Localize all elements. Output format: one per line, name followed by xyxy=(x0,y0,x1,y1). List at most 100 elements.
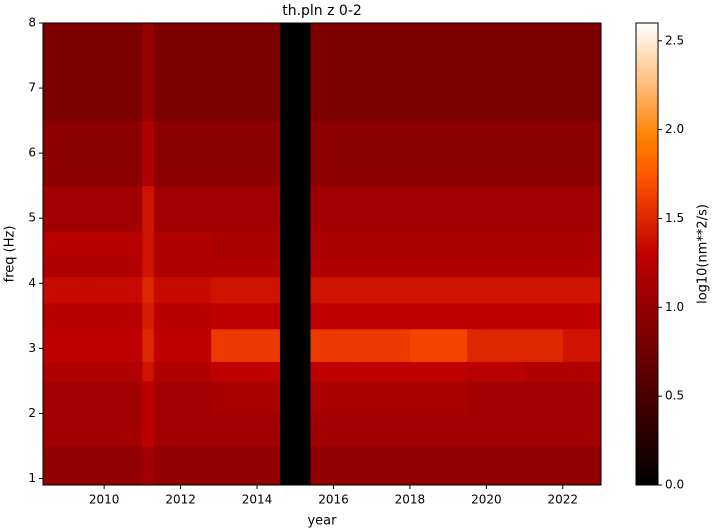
colorbar-tick-label: 0.5 xyxy=(665,389,684,403)
colorbar-swatch xyxy=(636,246,658,251)
colorbar-swatch xyxy=(636,381,658,386)
colorbar-tick-label: 2.5 xyxy=(665,33,684,47)
heatmap-cell xyxy=(562,23,602,122)
heatmap-cell xyxy=(279,276,312,304)
heatmap-cell xyxy=(279,257,312,278)
heatmap-cell xyxy=(211,380,239,414)
heatmap-cell xyxy=(153,120,212,187)
colorbar-swatch xyxy=(636,277,658,282)
heatmap-cell xyxy=(142,276,155,304)
colorbar-swatch xyxy=(636,280,658,286)
colorbar-swatch xyxy=(636,73,658,78)
colorbar-swatch xyxy=(636,350,658,355)
colorbar-swatch xyxy=(636,354,658,359)
heatmap-cell xyxy=(310,445,354,486)
heatmap-cell xyxy=(279,380,312,414)
heatmap-cell xyxy=(467,23,526,122)
heatmap-cell xyxy=(211,361,239,382)
colorbar-swatch xyxy=(636,342,658,347)
colorbar-swatch xyxy=(636,415,658,421)
colorbar-swatch xyxy=(636,80,658,86)
heatmap-cell xyxy=(562,328,602,362)
colorbar-swatch xyxy=(636,307,658,313)
heatmap-cell xyxy=(409,257,468,278)
colorbar-swatch xyxy=(636,423,658,428)
heatmap-cell xyxy=(237,231,281,258)
heatmap-cell xyxy=(237,276,281,304)
heatmap-cell xyxy=(123,185,143,232)
x-tick-label: 2022 xyxy=(548,493,579,507)
heatmap-cell xyxy=(524,23,564,122)
heatmap-cell xyxy=(409,185,468,232)
heatmap-cell xyxy=(153,328,212,362)
heatmap-cell xyxy=(153,413,212,447)
heatmap-cell xyxy=(43,23,86,122)
colorbar-swatch xyxy=(636,265,658,270)
heatmap-cell xyxy=(123,257,143,278)
colorbar-swatch xyxy=(636,311,658,317)
colorbar-tick-label: 0.0 xyxy=(665,478,684,492)
heatmap-cell xyxy=(43,185,86,232)
heatmap-cell xyxy=(123,380,143,414)
heatmap-cell xyxy=(142,413,155,447)
colorbar-swatch xyxy=(636,254,658,259)
heatmap-cell xyxy=(524,380,564,414)
colorbar-swatch xyxy=(636,100,658,105)
colorbar-swatch xyxy=(636,188,658,193)
colorbar-swatch xyxy=(636,153,658,159)
colorbar-swatch xyxy=(636,234,658,240)
heatmap-cell xyxy=(279,361,312,382)
heatmap-cell xyxy=(123,231,143,258)
colorbar-swatch xyxy=(636,230,658,236)
colorbar-swatch xyxy=(636,61,658,66)
heatmap-cell xyxy=(237,185,281,232)
y-tick-label: 1 xyxy=(28,471,36,485)
heatmap-cell xyxy=(43,445,86,486)
colorbar-swatch xyxy=(636,219,658,224)
heatmap-cell xyxy=(211,413,239,447)
colorbar-swatch xyxy=(636,38,658,43)
colorbar-swatch xyxy=(636,227,658,232)
colorbar-swatch xyxy=(636,34,658,39)
heatmap-cell xyxy=(352,445,411,486)
heatmap-cell xyxy=(237,23,281,122)
heatmap-cell xyxy=(211,276,239,304)
colorbar-swatch xyxy=(636,76,658,82)
heatmap-cell xyxy=(409,23,468,122)
x-tick-label: 2020 xyxy=(471,493,502,507)
colorbar-swatch xyxy=(636,180,658,186)
colorbar-swatch xyxy=(636,296,658,301)
colorbar-swatch xyxy=(636,65,658,70)
colorbar-swatch xyxy=(636,450,658,455)
heatmap-cell xyxy=(562,302,602,330)
colorbar-swatch xyxy=(636,165,658,170)
heatmap-cell xyxy=(352,413,411,447)
y-axis-label: freq (Hz) xyxy=(3,226,18,283)
heatmap-cell xyxy=(43,257,86,278)
chart-title: th.pln z 0-2 xyxy=(282,3,362,19)
heatmap-cell xyxy=(153,380,212,414)
heatmap-cell xyxy=(409,302,468,330)
colorbar-swatch xyxy=(636,408,658,413)
heatmap-cell xyxy=(142,257,155,278)
heatmap-cell xyxy=(237,413,281,447)
colorbar-frame xyxy=(635,22,659,486)
colorbar-swatch xyxy=(636,331,658,336)
colorbar-swatch xyxy=(636,200,658,205)
heatmap-cell xyxy=(85,328,124,362)
colorbar-swatch xyxy=(636,473,658,478)
colorbar-swatch xyxy=(636,23,658,28)
colorbar-swatch xyxy=(636,461,658,467)
heatmap-cell xyxy=(85,445,124,486)
heatmap-cell xyxy=(562,276,602,304)
colorbar-swatch xyxy=(636,434,658,440)
colorbar-tick-label: 2.0 xyxy=(665,122,684,136)
x-axis-label: year xyxy=(307,514,337,529)
colorbar-swatch xyxy=(636,123,658,128)
heatmap-cell xyxy=(43,231,86,258)
heatmap-cell xyxy=(524,361,564,382)
heatmap-cell xyxy=(123,328,143,362)
heatmap-cell xyxy=(153,257,212,278)
y-tick-label: 5 xyxy=(28,211,36,225)
heatmap-cell xyxy=(142,380,155,414)
